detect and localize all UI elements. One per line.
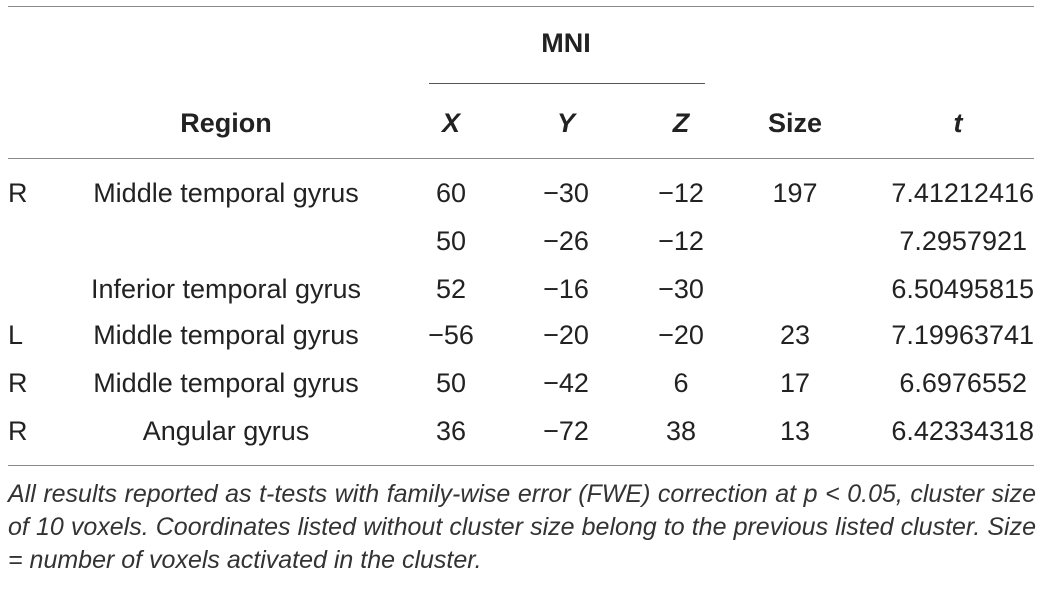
row-z: 6: [673, 368, 689, 398]
row-y: −20: [543, 320, 589, 350]
row-hemisphere: R: [8, 178, 28, 208]
row-size: 23: [779, 320, 811, 350]
row-region: Angular gyrus: [142, 416, 310, 446]
row-x: 50: [435, 368, 467, 398]
row-region: Middle temporal gyrus: [93, 368, 359, 398]
row-t: 6.42334318: [891, 416, 1034, 446]
row-x: 60: [435, 178, 467, 208]
mni-span-rule: [429, 83, 705, 84]
row-size: 13: [779, 416, 811, 446]
row-x: −56: [428, 320, 474, 350]
row-hemisphere: R: [8, 416, 28, 446]
row-t: 7.2957921: [899, 226, 1027, 256]
header-rule: [8, 158, 1034, 159]
header-mni: MNI: [541, 28, 591, 58]
row-z: 38: [665, 416, 697, 446]
row-z: −30: [658, 274, 704, 304]
header-t: t: [953, 108, 963, 138]
row-y: −42: [543, 368, 589, 398]
row-t: 7.19963741: [891, 320, 1034, 350]
row-y: −16: [543, 274, 589, 304]
row-y: −72: [543, 416, 589, 446]
table-footnote: All results reported as t-tests with fam…: [8, 480, 1036, 574]
row-x: 52: [435, 274, 467, 304]
row-y: −30: [543, 178, 589, 208]
header-x: X: [441, 108, 461, 138]
header-size: Size: [767, 108, 823, 138]
row-t: 7.41212416: [891, 178, 1034, 208]
header-y: Y: [556, 108, 576, 138]
row-region: Middle temporal gyrus: [93, 320, 359, 350]
header-z: Z: [672, 108, 690, 138]
row-size: 197: [772, 178, 818, 208]
row-z: −12: [658, 226, 704, 256]
row-x: 50: [435, 226, 467, 256]
row-region: Inferior temporal gyrus: [90, 274, 362, 304]
row-t: 6.6976552: [899, 368, 1027, 398]
row-region: Middle temporal gyrus: [93, 178, 359, 208]
row-hemisphere: L: [8, 320, 24, 350]
row-z: −12: [658, 178, 704, 208]
row-hemisphere: R: [8, 368, 28, 398]
row-z: −20: [658, 320, 704, 350]
row-x: 36: [435, 416, 467, 446]
header-region: Region: [180, 108, 272, 138]
table-bottom-rule: [8, 465, 1034, 466]
row-t: 6.50495815: [891, 274, 1034, 304]
table-top-rule: [8, 6, 1034, 7]
row-size: 17: [779, 368, 811, 398]
row-y: −26: [543, 226, 589, 256]
